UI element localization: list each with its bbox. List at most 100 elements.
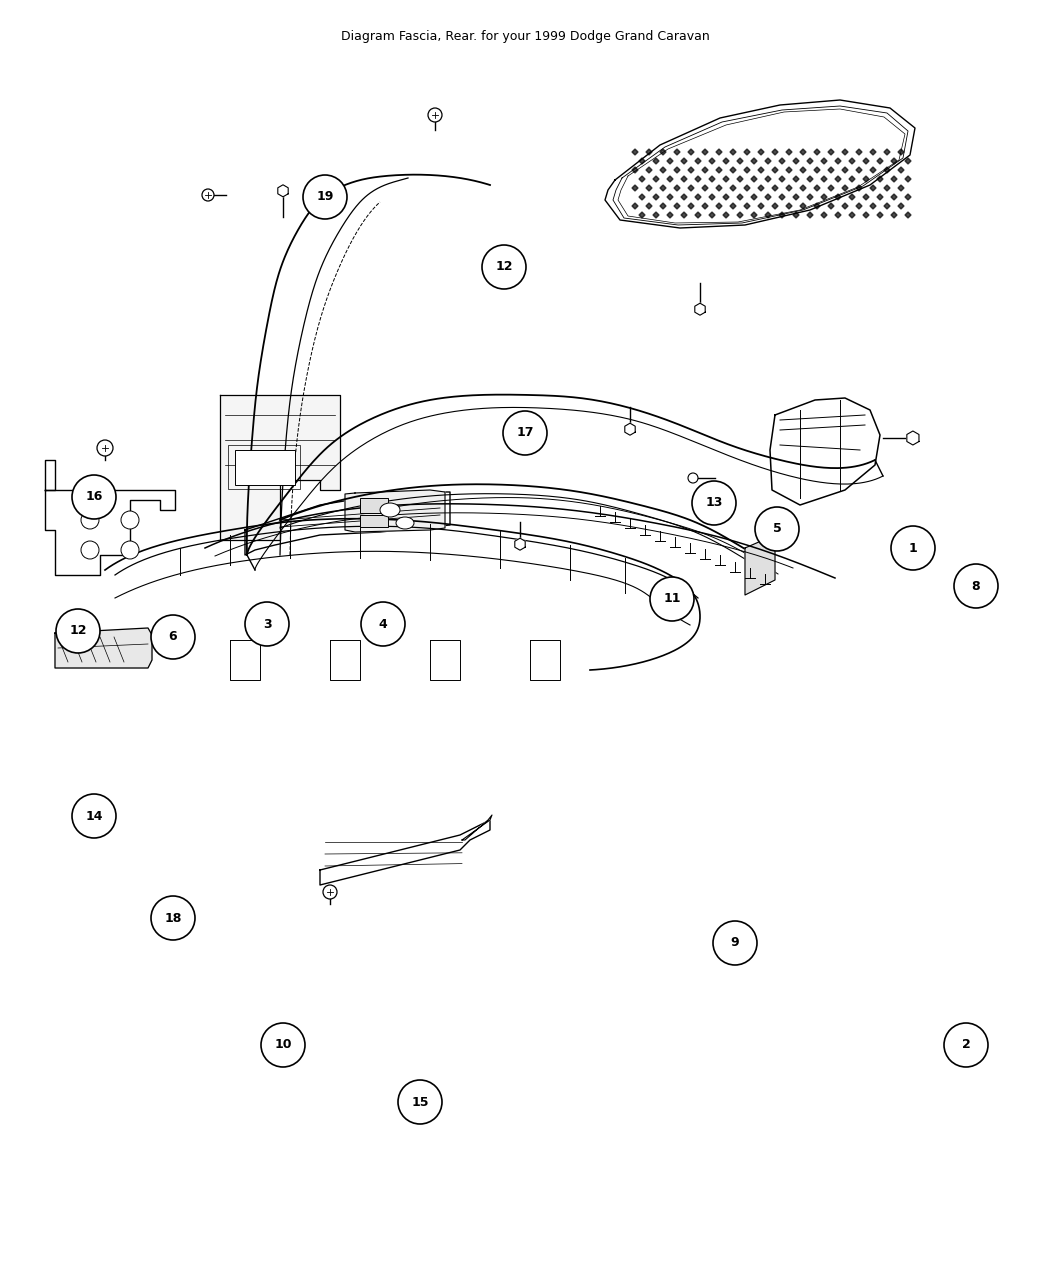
Polygon shape [667,194,673,200]
Polygon shape [345,490,445,532]
Polygon shape [758,149,764,156]
Circle shape [482,245,526,289]
Polygon shape [105,520,700,680]
Polygon shape [905,158,911,164]
Polygon shape [667,212,673,218]
Polygon shape [821,212,827,218]
Polygon shape [793,176,799,182]
Text: 10: 10 [274,1039,292,1052]
Polygon shape [884,185,890,191]
Polygon shape [849,194,855,200]
Polygon shape [646,203,652,209]
Text: 17: 17 [517,427,533,440]
Polygon shape [821,176,827,182]
Circle shape [954,564,998,608]
Polygon shape [870,185,876,191]
Polygon shape [870,167,876,173]
Polygon shape [245,492,450,555]
Circle shape [503,411,547,455]
Text: 9: 9 [731,937,739,950]
Polygon shape [863,158,869,164]
Circle shape [97,440,113,456]
Polygon shape [877,212,883,218]
Polygon shape [870,203,876,209]
Text: 15: 15 [412,1095,428,1108]
Polygon shape [856,149,862,156]
Polygon shape [849,176,855,182]
Bar [235,450,295,484]
Text: 18: 18 [164,912,182,924]
Polygon shape [674,203,680,209]
Circle shape [398,1080,442,1125]
Polygon shape [870,149,876,156]
Polygon shape [716,185,722,191]
Polygon shape [667,158,673,164]
Text: 14: 14 [85,810,103,822]
Circle shape [650,578,694,621]
Polygon shape [863,212,869,218]
Polygon shape [891,176,897,182]
Polygon shape [430,640,460,680]
Polygon shape [891,158,897,164]
Polygon shape [688,185,694,191]
Polygon shape [842,149,848,156]
Polygon shape [716,167,722,173]
Polygon shape [856,167,862,173]
Polygon shape [828,203,834,209]
Polygon shape [898,167,904,173]
Polygon shape [828,185,834,191]
Polygon shape [230,640,260,680]
Polygon shape [646,167,652,173]
Polygon shape [462,815,492,840]
Polygon shape [814,203,820,209]
Text: 6: 6 [169,631,177,644]
Circle shape [891,527,934,570]
Polygon shape [891,212,897,218]
Circle shape [56,609,100,653]
Polygon shape [695,158,701,164]
Polygon shape [907,431,919,445]
Polygon shape [737,212,743,218]
Polygon shape [737,176,743,182]
Polygon shape [716,203,722,209]
Text: 12: 12 [496,260,512,274]
Polygon shape [772,167,778,173]
Polygon shape [842,185,848,191]
Polygon shape [898,203,904,209]
Polygon shape [653,158,659,164]
Polygon shape [45,460,55,490]
Polygon shape [702,149,708,156]
Polygon shape [278,185,288,196]
Circle shape [151,896,195,940]
Polygon shape [530,640,560,680]
Text: 12: 12 [69,625,87,638]
Polygon shape [898,185,904,191]
Polygon shape [856,185,862,191]
Bar [360,499,388,513]
Text: 5: 5 [773,523,781,536]
Polygon shape [737,158,743,164]
Polygon shape [779,212,785,218]
Polygon shape [842,167,848,173]
Polygon shape [905,176,911,182]
Polygon shape [632,167,638,173]
Polygon shape [744,149,750,156]
Polygon shape [765,176,771,182]
Polygon shape [898,149,904,156]
Polygon shape [709,212,715,218]
Polygon shape [821,158,827,164]
Polygon shape [660,149,666,156]
Polygon shape [772,185,778,191]
Polygon shape [835,212,841,218]
Polygon shape [765,194,771,200]
Polygon shape [828,167,834,173]
Text: 2: 2 [962,1039,970,1052]
Polygon shape [723,194,729,200]
Polygon shape [681,212,687,218]
Polygon shape [646,185,652,191]
Polygon shape [709,194,715,200]
Circle shape [303,175,346,219]
Polygon shape [905,194,911,200]
Polygon shape [835,158,841,164]
Polygon shape [772,203,778,209]
